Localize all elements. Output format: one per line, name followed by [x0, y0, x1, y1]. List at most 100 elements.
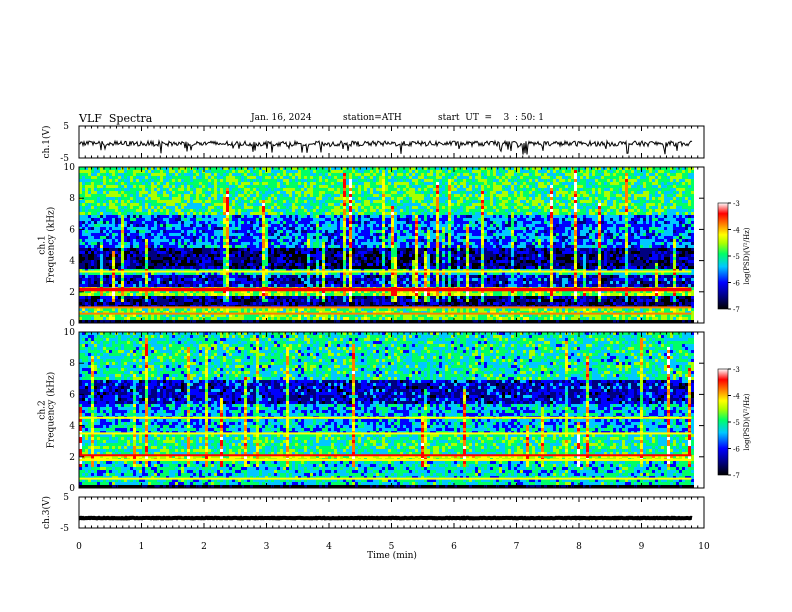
spec-cell [322, 299, 325, 302]
spec-cell [262, 293, 265, 296]
spec-cell [358, 218, 361, 221]
spec-cell [361, 239, 364, 242]
spec-cell [85, 203, 88, 206]
spec-cell [196, 254, 199, 257]
spec-cell [181, 227, 184, 230]
spec-cell [355, 182, 358, 185]
spec-cell [253, 203, 256, 206]
spec-cell [139, 221, 142, 224]
spec-cell [85, 170, 88, 173]
spec-cell [286, 233, 289, 236]
spec-cell [106, 245, 109, 248]
spec-cell [265, 188, 268, 191]
spec-cell [316, 185, 319, 188]
spec-cell [334, 284, 337, 287]
spec-cell [208, 200, 211, 203]
spec-cell [130, 209, 133, 212]
spec-cell [142, 281, 145, 284]
spec-cell [133, 218, 136, 221]
spec-cell [280, 254, 283, 257]
spec-cell [352, 248, 355, 251]
spec-cell [127, 251, 130, 254]
spec-cell [304, 263, 307, 266]
spec-cell [148, 275, 151, 278]
spec-cell [169, 176, 172, 179]
spec-cell [232, 233, 235, 236]
spec-cell [313, 236, 316, 239]
spec-cell [205, 194, 208, 197]
spec-cell [103, 233, 106, 236]
spec-cell [244, 230, 247, 233]
spec-cell [97, 299, 100, 302]
spec-cell [178, 284, 181, 287]
spec-cell [226, 245, 229, 248]
spec-cell [208, 266, 211, 269]
spec-cell [316, 296, 319, 299]
spec-cell [259, 245, 262, 248]
spec-cell [265, 242, 268, 245]
spec-cell [211, 281, 214, 284]
spec-cell [145, 191, 148, 194]
spec-cell [271, 257, 274, 260]
spec-cell [313, 200, 316, 203]
spec-cell [187, 245, 190, 248]
spec-cell [238, 173, 241, 176]
spec-cell [337, 251, 340, 254]
spec-cell [121, 230, 124, 233]
spec-cell [229, 284, 232, 287]
spec-cell [262, 179, 265, 182]
spec-cell [313, 317, 316, 320]
spec-cell [334, 254, 337, 257]
spec-cell [94, 185, 97, 188]
spec-cell [337, 191, 340, 194]
spec-cell [205, 281, 208, 284]
spec-cell [241, 266, 244, 269]
spec-cell [280, 242, 283, 245]
spec-cell [283, 191, 286, 194]
spec-cell [121, 194, 124, 197]
spec-cell [343, 206, 346, 209]
spec-cell [160, 233, 163, 236]
spec-cell [142, 251, 145, 254]
spec-cell [220, 224, 223, 227]
spec-cell [295, 302, 298, 305]
spec-cell [139, 200, 142, 203]
spec-cell [145, 170, 148, 173]
spec-cell [187, 176, 190, 179]
spec-cell [346, 227, 349, 230]
spec-cell [193, 317, 196, 320]
spec-cell [355, 278, 358, 281]
spec-cell [169, 293, 172, 296]
spec-cell [256, 188, 259, 191]
spec-cell [94, 245, 97, 248]
spec-cell [178, 296, 181, 299]
spec-cell [265, 254, 268, 257]
spec-cell [211, 278, 214, 281]
spec-cell [253, 200, 256, 203]
spec-cell [250, 281, 253, 284]
spec-cell [310, 227, 313, 230]
spec-cell [88, 284, 91, 287]
spec-cell [106, 233, 109, 236]
spec-cell [268, 257, 271, 260]
spec-cell [331, 176, 334, 179]
spec-cell [178, 308, 181, 311]
spec-cell [118, 275, 121, 278]
spec-cell [160, 254, 163, 257]
spec-cell [157, 170, 160, 173]
spec-cell [268, 179, 271, 182]
spec-cell [205, 296, 208, 299]
spec-cell [109, 257, 112, 260]
spec-cell [121, 221, 124, 224]
spec-cell [94, 296, 97, 299]
spec-cell [349, 209, 352, 212]
spec-cell [139, 260, 142, 263]
spec-cell [187, 317, 190, 320]
spec-cell [211, 224, 214, 227]
spec-cell [187, 275, 190, 278]
spec-cell [109, 245, 112, 248]
spec-cell [100, 260, 103, 263]
spec-cell [358, 263, 361, 266]
spec-cell [220, 179, 223, 182]
spec-cell [88, 170, 91, 173]
